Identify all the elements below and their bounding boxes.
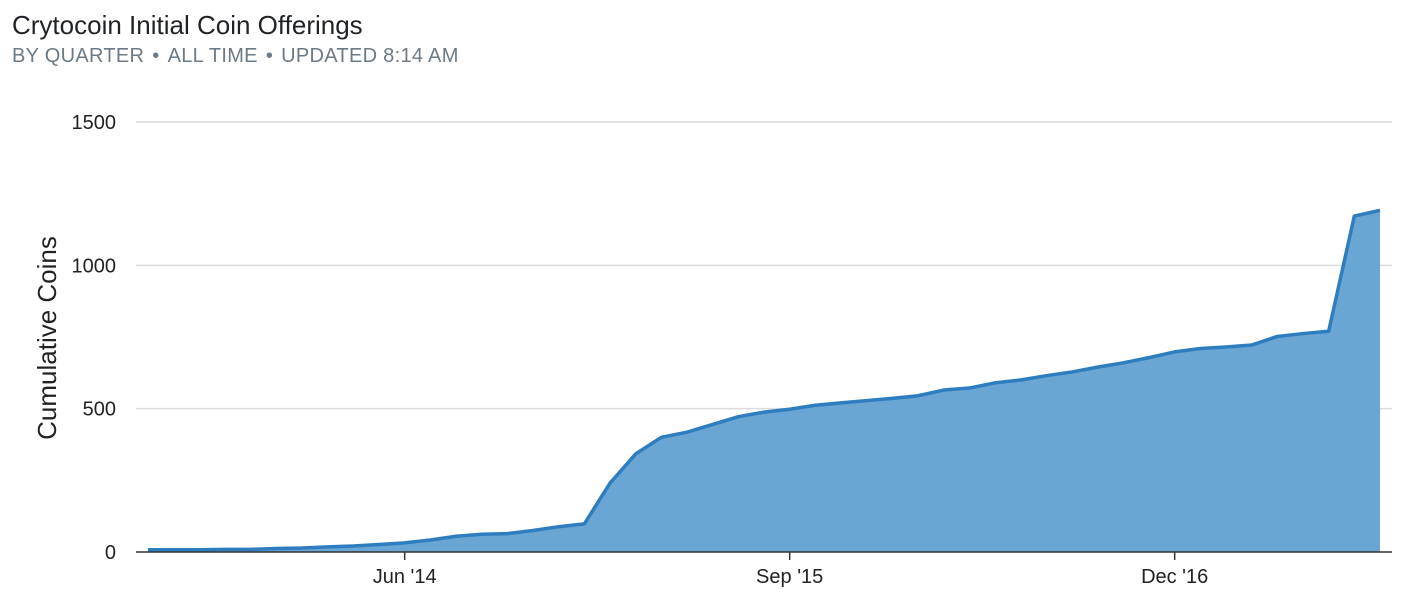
y-tick-label: 500 [83, 399, 116, 421]
x-tick-label: Jun '14 [373, 566, 437, 588]
x-tick-label: Dec '16 [1141, 566, 1208, 588]
separator-dot: • [152, 45, 160, 67]
subtitle-range: ALL TIME [167, 45, 258, 67]
y-tick-label: 0 [105, 542, 116, 564]
series-line [148, 208, 1381, 552]
y-tick-label: 1500 [72, 112, 117, 134]
area-layer [148, 208, 1381, 553]
y-axis-label: Cumulative Coins [32, 236, 62, 440]
subtitle-updated: UPDATED 8:14 AM [281, 45, 459, 67]
x-axis: Jun '14 Sep '15 Dec '16 [136, 551, 1392, 588]
chart-title: Crytocoin Initial Coin Offerings [12, 10, 363, 40]
chart-subtitle: BY QUARTER • ALL TIME • UPDATED 8:14 AM [12, 42, 459, 70]
subtitle-period: BY QUARTER [12, 45, 145, 67]
y-axis-ticks: 0 500 1000 1500 [72, 112, 117, 564]
chart-header: Crytocoin Initial Coin Offerings BY QUAR… [12, 8, 459, 70]
area-fill [148, 210, 1380, 553]
separator-dot: • [265, 45, 274, 67]
y-tick-label: 1000 [72, 255, 117, 277]
x-tick-label: Sep '15 [756, 566, 823, 588]
